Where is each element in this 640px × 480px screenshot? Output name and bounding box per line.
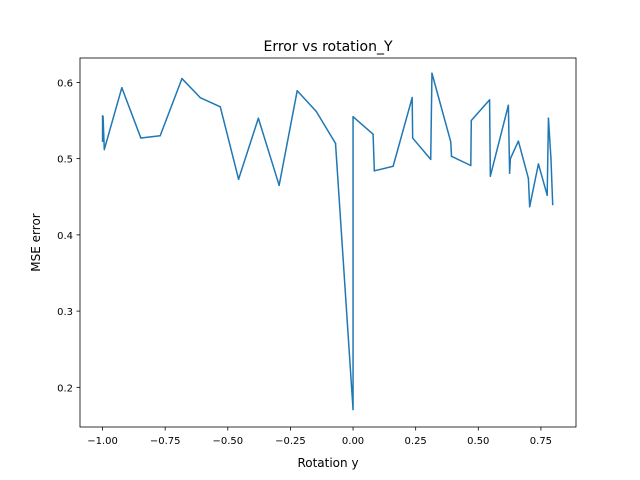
data-points bbox=[101, 72, 554, 411]
data-point bbox=[450, 141, 452, 143]
data-point bbox=[392, 165, 394, 168]
data-point bbox=[429, 158, 432, 161]
data-point bbox=[527, 177, 530, 180]
data-point bbox=[257, 117, 260, 119]
data-point bbox=[373, 170, 376, 172]
chart-title: Error vs rotation_Y bbox=[263, 39, 393, 55]
data-point bbox=[470, 119, 473, 122]
data-point bbox=[219, 106, 222, 108]
data-point bbox=[546, 194, 548, 196]
data-point bbox=[102, 115, 104, 118]
data-point bbox=[509, 157, 512, 160]
data-point bbox=[372, 133, 374, 135]
x-tick-label: 0.75 bbox=[530, 436, 552, 447]
data-point bbox=[140, 137, 142, 139]
y-tick-label: 0.2 bbox=[57, 383, 73, 394]
data-point bbox=[411, 137, 414, 139]
data-point bbox=[528, 205, 531, 208]
x-tick-label: 0.50 bbox=[467, 436, 489, 447]
data-point bbox=[470, 164, 472, 167]
data-point bbox=[547, 117, 550, 119]
data-point bbox=[278, 184, 280, 187]
x-tick-label: −0.50 bbox=[212, 436, 243, 447]
data-point bbox=[537, 163, 540, 165]
plot-frame bbox=[79, 57, 577, 428]
x-tick-label: −0.75 bbox=[150, 436, 181, 447]
data-point bbox=[551, 203, 554, 206]
series-line bbox=[101, 72, 554, 411]
data-point bbox=[159, 135, 161, 137]
data-point bbox=[550, 157, 552, 160]
data-point bbox=[181, 77, 183, 80]
data-point bbox=[315, 110, 317, 113]
y-tick-label: 0.5 bbox=[57, 155, 73, 166]
data-point bbox=[296, 90, 298, 92]
x-tick-label: −0.25 bbox=[275, 436, 306, 447]
data-point bbox=[352, 115, 354, 118]
y-axis-ticks: 0.2 0.3 0.4 0.5 0.6 bbox=[57, 78, 80, 394]
x-axis-ticks: −1.00 −0.75 −0.50 −0.25 0.00 0.25 0.50 0.75 bbox=[87, 427, 552, 447]
data-point bbox=[101, 140, 104, 142]
data-point bbox=[489, 175, 492, 177]
y-tick-label: 0.3 bbox=[57, 307, 73, 318]
y-tick-label: 0.4 bbox=[57, 231, 73, 242]
data-point bbox=[334, 142, 337, 145]
data-point bbox=[411, 96, 413, 99]
y-axis-label: MSE error bbox=[29, 213, 43, 271]
data-point bbox=[199, 96, 201, 99]
x-axis-label: Rotation y bbox=[297, 456, 358, 470]
x-tick-label: 0.00 bbox=[342, 436, 364, 447]
data-point bbox=[237, 178, 240, 180]
y-tick-label: 0.6 bbox=[57, 78, 73, 89]
data-point bbox=[352, 408, 354, 411]
data-point bbox=[450, 155, 453, 158]
x-tick-label: 0.25 bbox=[405, 436, 427, 447]
data-point bbox=[508, 172, 511, 174]
data-point bbox=[488, 99, 491, 101]
data-point bbox=[507, 104, 510, 107]
data-point bbox=[121, 86, 123, 89]
data-point bbox=[103, 148, 106, 151]
data-point bbox=[431, 72, 433, 74]
data-point bbox=[517, 140, 520, 142]
x-tick-label: −1.00 bbox=[87, 436, 118, 447]
